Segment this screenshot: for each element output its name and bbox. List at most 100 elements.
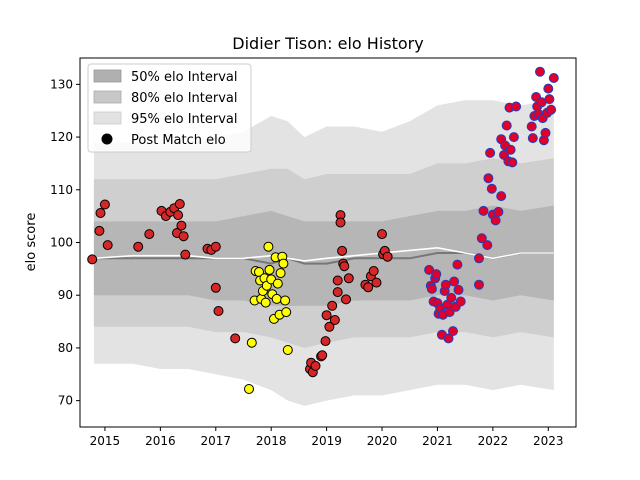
data-point	[87, 254, 98, 265]
data-point	[440, 279, 451, 290]
data-point	[526, 121, 537, 132]
data-point	[278, 258, 289, 269]
y-tick-label: 120	[50, 130, 73, 144]
data-point	[443, 333, 454, 344]
legend-label-post-match: Post Match elo	[131, 133, 226, 148]
data-point	[94, 225, 105, 236]
x-tick-label: 2018	[256, 434, 287, 448]
y-tick-label: 100	[50, 236, 73, 250]
data-point	[341, 294, 351, 305]
data-point	[213, 306, 224, 316]
data-point	[275, 268, 286, 279]
data-point	[377, 229, 387, 240]
data-point	[508, 132, 519, 143]
data-point	[271, 293, 282, 304]
data-point	[327, 300, 338, 311]
data-point	[263, 241, 274, 252]
data-point	[260, 297, 271, 308]
data-point	[455, 296, 466, 307]
data-point	[144, 229, 155, 240]
data-point	[474, 253, 484, 264]
x-axis: 2015 2016 2017 2018 2019 2020 2021 2022 2023	[90, 427, 564, 448]
data-point	[483, 173, 494, 184]
y-axis-label: elo score	[24, 213, 39, 272]
x-tick-label: 2019	[311, 434, 342, 448]
data-point	[482, 240, 493, 251]
legend-label-80: 80% elo Interval	[131, 91, 238, 106]
data-point	[548, 73, 559, 83]
y-axis: 70 80 90 100 110 120 130	[50, 77, 80, 408]
data-point	[246, 337, 257, 348]
x-tick-label: 2020	[367, 434, 398, 448]
data-point	[264, 264, 275, 275]
data-point	[505, 144, 516, 155]
data-point	[540, 127, 551, 138]
data-point	[244, 384, 254, 394]
data-point	[321, 310, 332, 321]
legend-label-50: 50% elo Interval	[131, 70, 238, 85]
y-tick-label: 110	[50, 183, 73, 197]
data-point	[280, 295, 291, 306]
legend-swatch-80	[93, 90, 122, 104]
data-point	[133, 241, 144, 252]
data-point	[332, 275, 343, 286]
legend-marker-post-match	[101, 133, 113, 145]
data-point	[382, 251, 393, 262]
data-point	[543, 83, 554, 94]
data-point	[180, 249, 191, 260]
data-point	[371, 277, 382, 288]
data-point	[176, 220, 187, 231]
data-point	[272, 278, 283, 289]
data-point	[282, 345, 293, 355]
data-point	[332, 287, 343, 298]
legend-swatch-50	[93, 69, 122, 83]
data-point	[486, 183, 497, 194]
legend-swatch-95	[93, 111, 122, 125]
post-match-points	[87, 66, 559, 394]
data-point	[446, 292, 457, 303]
y-tick-label: 70	[58, 394, 73, 408]
data-point	[368, 266, 379, 276]
data-point	[478, 205, 489, 216]
data-point	[501, 120, 512, 131]
y-tick-label: 90	[58, 288, 73, 302]
data-point	[210, 241, 221, 252]
data-point	[511, 101, 522, 112]
data-point	[544, 94, 555, 105]
data-point	[490, 215, 501, 226]
data-point	[329, 315, 340, 325]
legend: 50% elo Interval 80% elo Interval 95% el…	[87, 63, 252, 153]
x-tick-label: 2022	[478, 434, 509, 448]
data-point	[507, 157, 518, 168]
data-point	[535, 66, 545, 77]
x-tick-label: 2016	[145, 434, 176, 448]
data-point	[343, 273, 354, 284]
data-point	[281, 307, 292, 318]
x-tick-label: 2023	[533, 434, 564, 448]
legend-label-95: 95% elo Interval	[131, 112, 238, 127]
y-tick-label: 130	[50, 77, 73, 91]
data-point	[476, 233, 487, 244]
data-point	[339, 261, 350, 272]
chart-title: Didier Tison: elo History	[232, 34, 423, 53]
data-point	[448, 326, 458, 337]
data-point	[452, 259, 463, 270]
data-point	[453, 284, 464, 295]
x-tick-label: 2017	[201, 434, 232, 448]
data-point	[485, 147, 496, 158]
data-point	[546, 104, 557, 115]
data-point	[230, 333, 241, 344]
data-point	[496, 191, 507, 202]
x-tick-label: 2021	[422, 434, 453, 448]
legend-box	[87, 63, 252, 153]
data-point	[363, 282, 374, 293]
data-point	[95, 208, 106, 218]
data-point	[527, 133, 538, 144]
data-point	[426, 283, 437, 294]
data-point	[317, 350, 328, 361]
y-tick-label: 80	[58, 341, 73, 355]
data-point	[335, 217, 346, 228]
data-point	[320, 336, 331, 347]
data-point	[178, 231, 189, 242]
